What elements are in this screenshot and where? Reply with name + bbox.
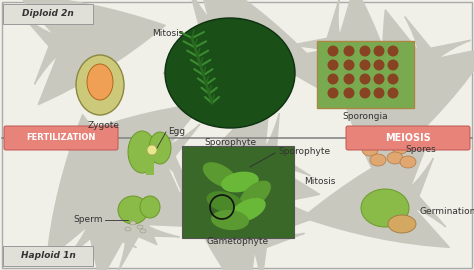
Circle shape [374, 46, 384, 56]
Circle shape [374, 59, 384, 70]
Text: FERTILIZATION: FERTILIZATION [27, 133, 96, 143]
Text: Sporophyte: Sporophyte [278, 147, 330, 157]
Text: Diploid 2n: Diploid 2n [22, 9, 74, 19]
Ellipse shape [377, 138, 393, 150]
Text: Egg: Egg [168, 127, 185, 137]
Circle shape [359, 59, 371, 70]
Circle shape [344, 46, 355, 56]
Text: Mitosis: Mitosis [304, 177, 336, 187]
Ellipse shape [149, 132, 171, 164]
Text: Sperm: Sperm [73, 215, 103, 224]
Text: Haploid 1n: Haploid 1n [21, 251, 75, 261]
Circle shape [344, 59, 355, 70]
Ellipse shape [361, 189, 409, 227]
Text: Zygote: Zygote [88, 121, 120, 130]
Circle shape [388, 46, 399, 56]
Circle shape [388, 87, 399, 99]
Circle shape [388, 59, 399, 70]
Ellipse shape [221, 172, 259, 193]
Circle shape [147, 145, 157, 155]
Circle shape [374, 87, 384, 99]
FancyBboxPatch shape [4, 126, 118, 150]
FancyBboxPatch shape [317, 41, 414, 108]
Text: Sporongia: Sporongia [342, 112, 388, 121]
Circle shape [328, 46, 338, 56]
Ellipse shape [370, 154, 386, 166]
Ellipse shape [400, 156, 416, 168]
Ellipse shape [118, 196, 148, 224]
Ellipse shape [140, 229, 146, 233]
Circle shape [359, 46, 371, 56]
Ellipse shape [207, 191, 244, 213]
Ellipse shape [203, 162, 237, 188]
Text: Sporophyte: Sporophyte [204, 138, 256, 147]
Circle shape [374, 73, 384, 85]
Ellipse shape [388, 215, 416, 233]
Text: Gametophyte: Gametophyte [207, 238, 269, 247]
Ellipse shape [140, 196, 160, 218]
Circle shape [359, 87, 371, 99]
FancyBboxPatch shape [3, 246, 93, 266]
Text: Spores: Spores [405, 146, 436, 154]
Ellipse shape [125, 227, 131, 231]
Text: Germination: Germination [420, 208, 474, 217]
FancyBboxPatch shape [346, 126, 470, 150]
Circle shape [344, 73, 355, 85]
Circle shape [328, 87, 338, 99]
Text: MEIOSIS: MEIOSIS [385, 133, 431, 143]
Ellipse shape [239, 181, 271, 210]
Text: Mitosis: Mitosis [152, 29, 184, 38]
Circle shape [344, 87, 355, 99]
Ellipse shape [76, 55, 124, 115]
Circle shape [359, 73, 371, 85]
Ellipse shape [392, 142, 408, 154]
Circle shape [328, 59, 338, 70]
Bar [146, 150, 154, 175]
Ellipse shape [387, 152, 403, 164]
Ellipse shape [165, 18, 295, 128]
Ellipse shape [211, 210, 249, 230]
Circle shape [388, 73, 399, 85]
Ellipse shape [362, 144, 378, 156]
FancyBboxPatch shape [182, 146, 294, 238]
Ellipse shape [87, 64, 113, 100]
Ellipse shape [137, 225, 143, 229]
Ellipse shape [130, 221, 136, 225]
Circle shape [328, 73, 338, 85]
Ellipse shape [230, 198, 266, 222]
Ellipse shape [128, 131, 156, 173]
FancyBboxPatch shape [3, 4, 93, 24]
